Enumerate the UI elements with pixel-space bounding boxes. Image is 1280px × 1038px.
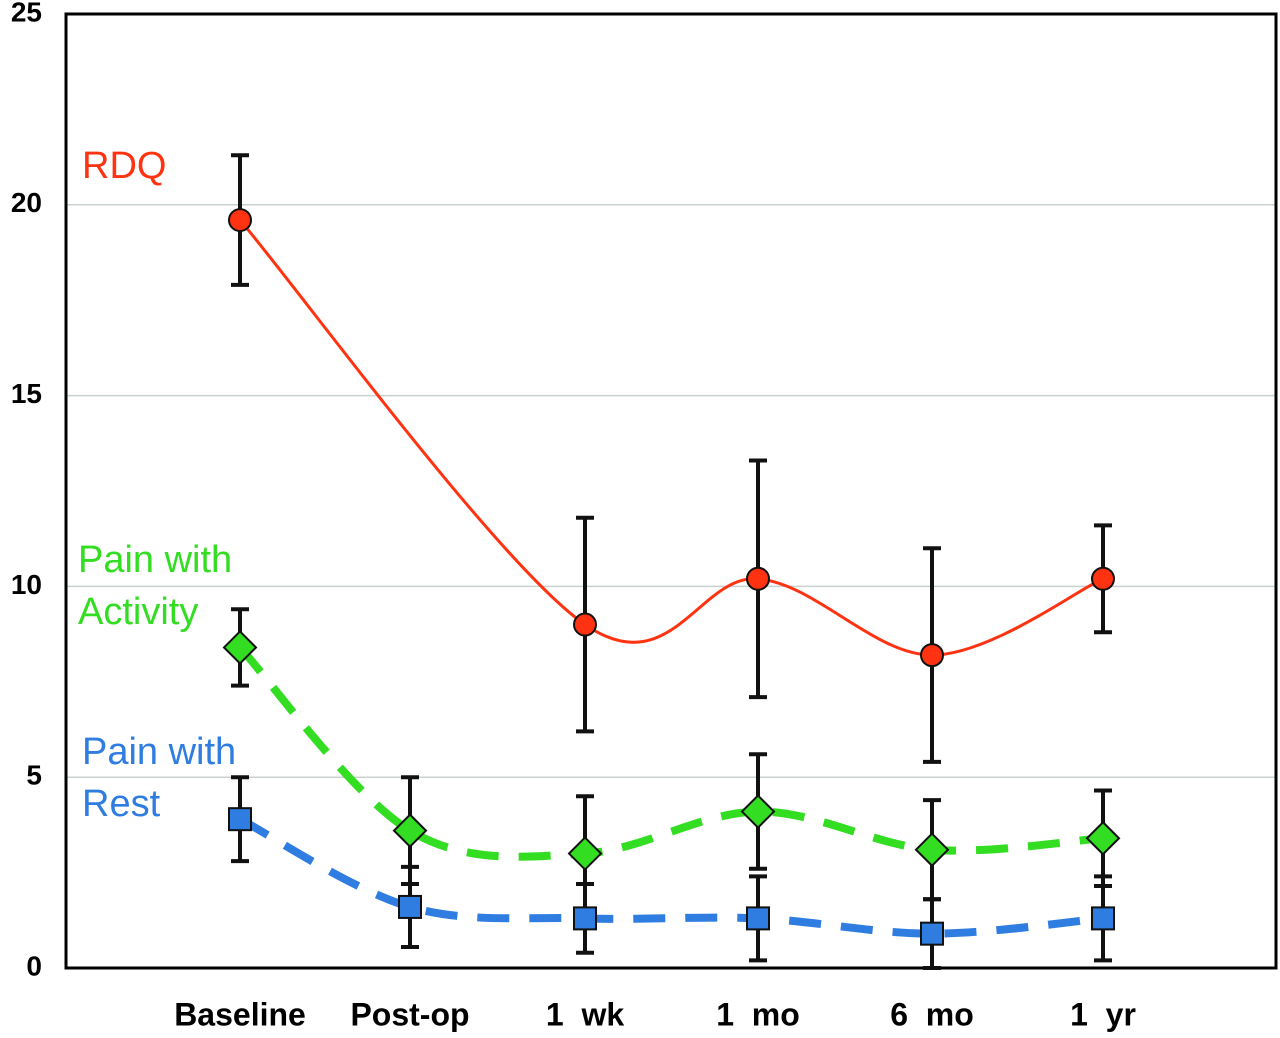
marker: [1091, 566, 1115, 591]
marker: [1091, 906, 1115, 931]
marker: [1085, 820, 1121, 856]
marker: [228, 807, 252, 832]
x-tick-label: 1 wk: [546, 996, 624, 1032]
series-label: Pain with Activity: [78, 539, 233, 633]
series-line: [238, 815, 1104, 938]
marker: [746, 566, 770, 591]
marker: [573, 906, 597, 931]
marker: [740, 794, 776, 829]
y-tick-label: 5: [26, 760, 42, 791]
x-tick-label: 1 yr: [1070, 996, 1136, 1032]
series-label: RDQ: [82, 145, 167, 187]
x-tick-label: 1 mo: [716, 996, 800, 1032]
y-tick-label: 0: [26, 950, 42, 981]
marker: [573, 612, 597, 637]
series-line: [238, 219, 1104, 657]
series-label: Pain with Rest: [82, 731, 237, 825]
y-tick-label: 20: [11, 187, 42, 218]
marker: [228, 208, 252, 233]
marker: [398, 894, 422, 919]
marker: [920, 921, 944, 946]
marker: [222, 630, 258, 665]
marker: [746, 906, 770, 931]
x-tick-label: Post-op: [350, 996, 469, 1032]
y-tick-label: 25: [11, 0, 42, 27]
marker: [567, 836, 603, 871]
marker: [920, 643, 944, 668]
marker: [914, 832, 950, 868]
x-tick-label: 6 mo: [890, 996, 974, 1032]
y-tick-label: 10: [11, 569, 42, 600]
y-tick-label: 15: [11, 378, 42, 409]
plot-frame: [64, 12, 1278, 970]
series-line: [237, 644, 1104, 861]
marker: [392, 813, 428, 849]
x-tick-label: Baseline: [174, 996, 306, 1032]
